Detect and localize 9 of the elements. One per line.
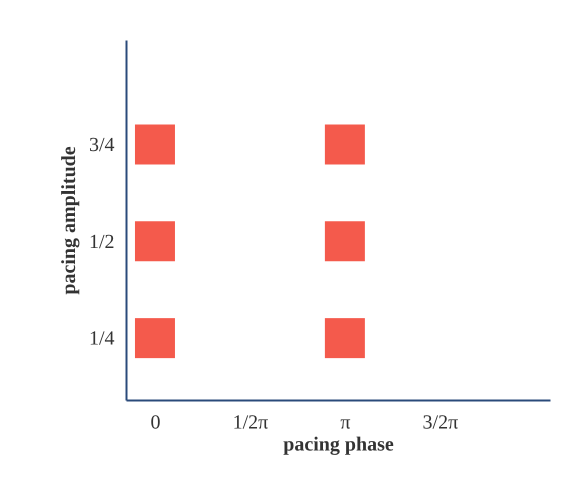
x-tick-label: 1/2π [232,412,268,434]
x-axis-title: pacing phase [283,434,394,456]
y-axis-title: pacing amplitude [58,146,80,295]
y-tick-label: 1/2 [88,230,114,253]
x-tick-label: 3/2π [422,412,458,434]
y-tick-label: 3/4 [88,134,114,156]
x-tick-label: π [340,412,350,434]
x-tick-label: 0 [150,412,160,434]
y-tick-label: 1/4 [88,328,114,350]
